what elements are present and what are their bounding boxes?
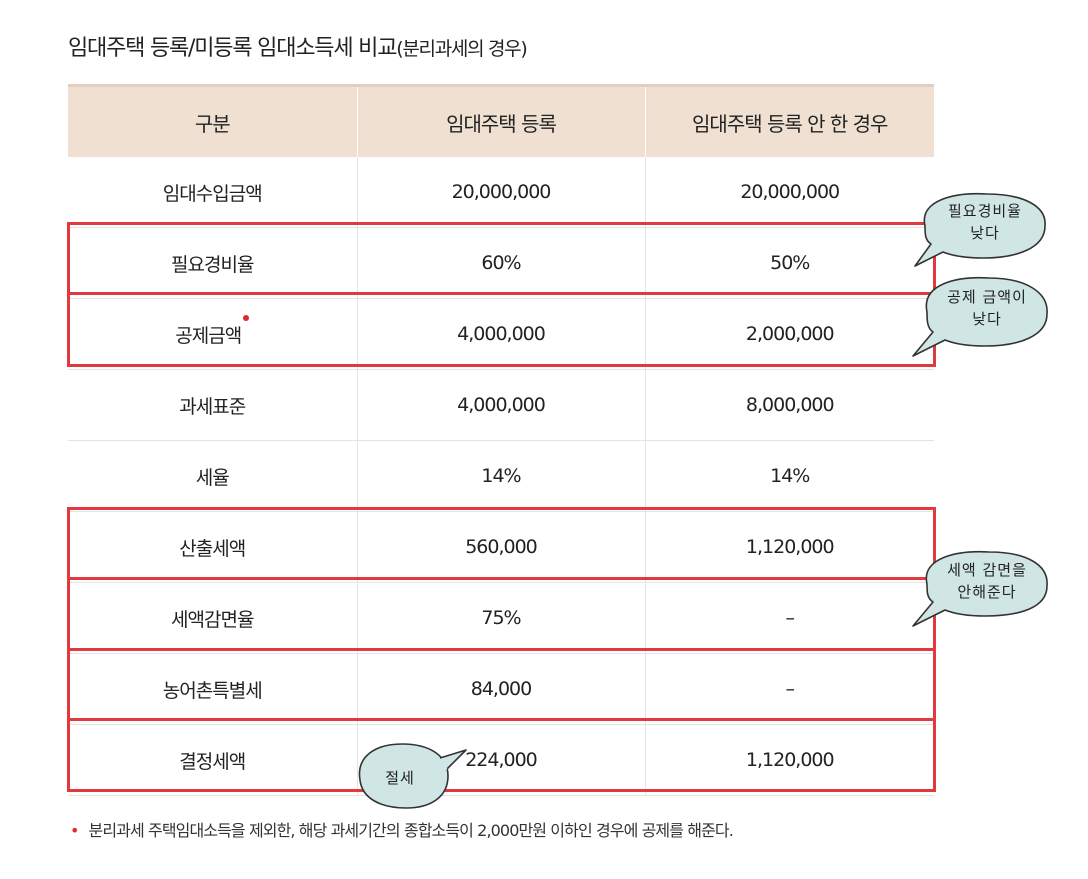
unregistered-value: –	[644, 653, 934, 725]
unregistered-value: 20,000,000	[644, 157, 934, 228]
unregistered-value: –	[644, 582, 934, 654]
row-label: 임대수입금액	[68, 157, 357, 228]
row-label: 농어촌특별세	[68, 653, 357, 725]
bubble-text-savings: 절세	[385, 769, 415, 787]
registered-value: 75%	[356, 582, 645, 654]
bubble-text-deduction: 공제 금액이 낮다	[947, 288, 1027, 328]
unregistered-value: 2,000,000	[644, 298, 934, 370]
speech-bubble-reduction	[912, 550, 1048, 627]
row-label: 과세표준	[68, 369, 357, 441]
unregistered-value: 8,000,000	[644, 369, 934, 441]
bubble-text-expense: 필요경비율 낮다	[947, 202, 1022, 242]
row-label: 세율	[68, 440, 357, 512]
table-row: 과세표준 4,000,000 8,000,000	[68, 369, 934, 441]
table-row: 결정세액 224,000 1,120,000	[68, 724, 934, 796]
registered-value: 4,000,000	[356, 369, 645, 441]
unregistered-value: 1,120,000	[644, 511, 934, 583]
row-label: 세액감면율	[68, 582, 357, 654]
footnote-marker-dot	[243, 314, 250, 321]
registered-value: 560,000	[356, 511, 645, 583]
table-row: 세액감면율 75% –	[68, 582, 934, 654]
footnote-text: 분리과세 주택임대소득을 제외한, 해당 과세기간의 종합소득이 2,000만원…	[88, 821, 734, 840]
registered-value: 20,000,000	[356, 157, 645, 228]
title-sub: (분리과세의 경우)	[396, 38, 528, 60]
row-label: 산출세액	[68, 511, 357, 583]
unregistered-value: 1,120,000	[644, 724, 934, 796]
page-title: 임대주택 등록/미등록 임대소득세 비교(분리과세의 경우)	[68, 30, 528, 62]
header-unregistered: 임대주택 등록 안 한 경우	[644, 84, 934, 157]
row-label: 필요경비율	[68, 227, 357, 299]
speech-bubble-expense	[914, 192, 1046, 267]
footnote: • 분리과세 주택임대소득을 제외한, 해당 과세기간의 종합소득이 2,000만…	[70, 817, 734, 841]
bubble-text-reduction: 세액 감면을 안해준다	[947, 561, 1027, 601]
table-row: 필요경비율 60% 50%	[68, 227, 934, 299]
unregistered-value: 50%	[644, 227, 934, 299]
registered-value: 4,000,000	[356, 298, 645, 370]
registered-value: 14%	[356, 440, 645, 512]
table-row: 임대수입금액 20,000,000 20,000,000	[68, 157, 934, 228]
table-row: 세율 14% 14%	[68, 440, 934, 512]
table-row: 산출세액 560,000 1,120,000	[68, 511, 934, 583]
speech-bubble-deduction	[912, 276, 1048, 357]
registered-value: 60%	[356, 227, 645, 299]
comparison-table: 구분 임대주택 등록 임대주택 등록 안 한 경우 임대수입금액 20,000,…	[68, 84, 934, 796]
table-row: 농어촌특별세 84,000 –	[68, 653, 934, 725]
registered-value: 84,000	[356, 653, 645, 725]
header-category: 구분	[68, 84, 357, 157]
title-main: 임대주택 등록/미등록 임대소득세 비교	[68, 36, 397, 61]
row-label-cell: 공제금액	[68, 298, 357, 370]
table-row: 공제금액 4,000,000 2,000,000	[68, 298, 934, 370]
footnote-bullet: •	[70, 821, 79, 840]
row-label: 결정세액	[68, 724, 357, 796]
speech-bubble-savings	[358, 743, 467, 809]
table-header-row: 구분 임대주택 등록 임대주택 등록 안 한 경우	[68, 84, 934, 157]
unregistered-value: 14%	[644, 440, 934, 512]
header-registered: 임대주택 등록	[356, 84, 645, 157]
row-label: 공제금액	[175, 324, 242, 347]
